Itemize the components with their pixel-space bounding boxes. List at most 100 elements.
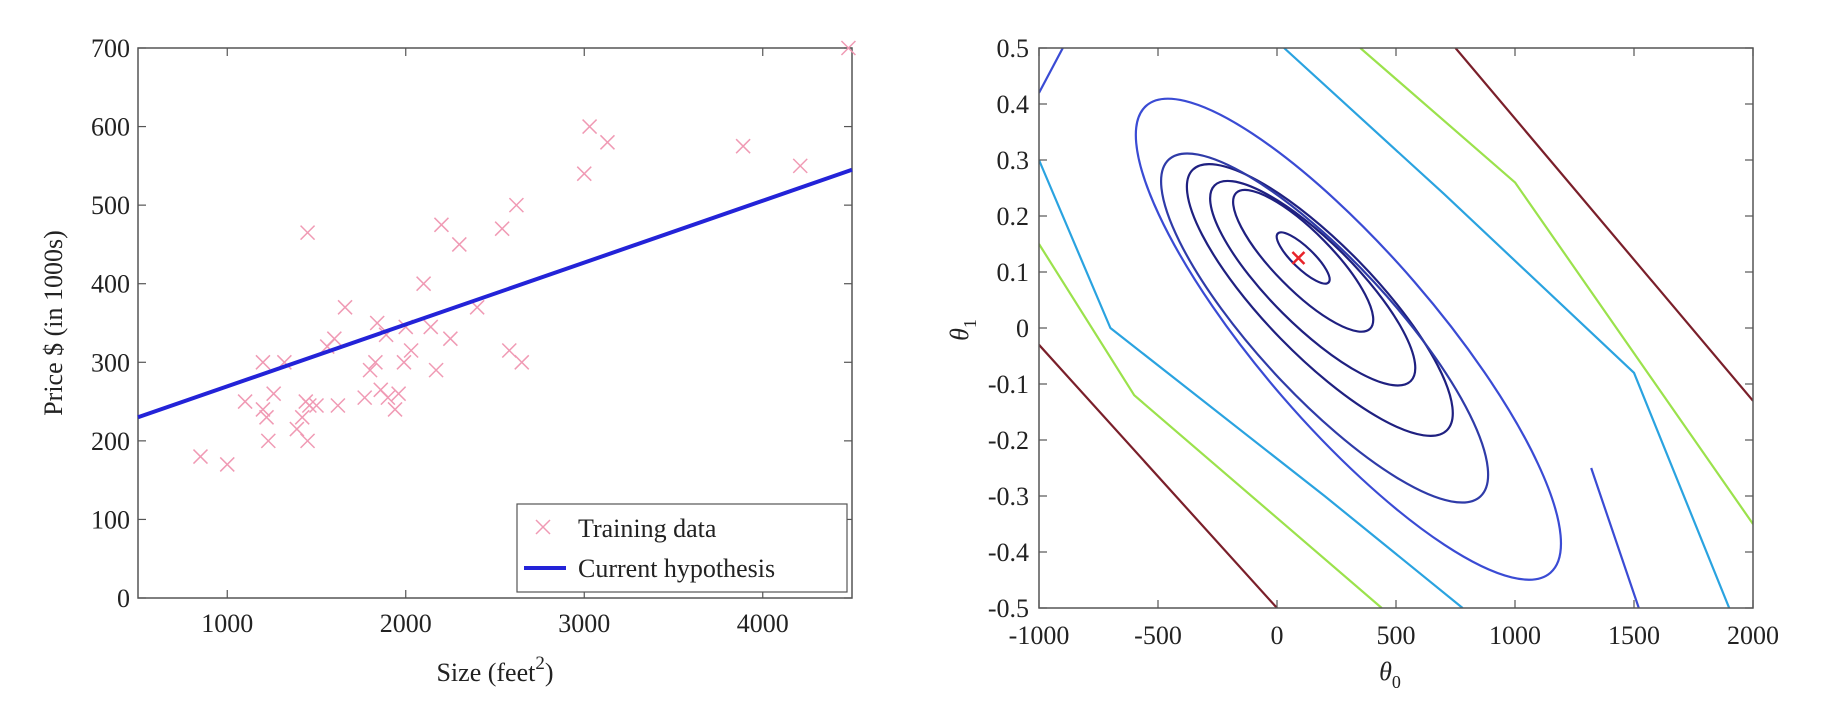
legend-label-training: Training data [578,514,717,543]
right-y-tick-label: 0 [1016,314,1029,343]
right-x-ticks: -1000 -500 0 500 1000 1500 2000 [1009,48,1779,650]
contour-ellipse [1209,179,1417,387]
right-y-tick-label: -0.4 [988,538,1029,567]
training-data-point [599,134,615,150]
training-data-point [367,354,383,370]
training-data-point [300,225,316,241]
training-data-point [428,362,444,378]
right-y-ticks: -0.5 -0.4 -0.3 -0.2 -0.1 0 0.1 0.2 0.3 0.4 0.5 [988,34,1753,623]
left-y-tick-label: 300 [91,348,130,377]
training-data-point [308,397,325,414]
training-data-point [508,197,524,213]
training-data-point [255,354,271,370]
contour-ellipse [1185,163,1454,437]
right-y-tick-label: 0.1 [997,258,1030,287]
contour-line [1039,48,1064,94]
contour-line [1039,344,1278,608]
legend-marker-training [535,519,551,535]
training-data-point [396,354,412,370]
left-x-ticks: 1000 2000 3000 4000 [201,48,789,638]
right-y-tick-label: 0.5 [997,34,1030,63]
left-x-tick-label: 4000 [737,609,789,638]
minimum-marker [1291,251,1306,265]
left-y-tick-label: 0 [117,584,130,613]
training-data-point [362,362,378,378]
training-data-point [258,409,275,425]
training-data-point [237,394,253,410]
legend-label-hypothesis: Current hypothesis [578,554,775,583]
training-data-point [792,158,808,174]
left-x-tick-label: 3000 [558,609,610,638]
right-x-tick-label: 2000 [1727,621,1779,650]
training-data-point [735,138,751,154]
left-plot-frame [137,47,853,599]
contour-ellipse [1134,97,1563,581]
right-y-tick-label: -0.3 [988,482,1029,511]
left-x-axis-label: Size (feet2) [436,653,553,687]
legend-box [516,503,848,593]
right-contour-chart: -0.5 -0.4 -0.3 -0.2 -0.1 0 0.1 0.2 0.3 0.4 0.5 -10… [945,34,1779,692]
left-y-tick-label: 400 [91,270,130,299]
training-data-point [391,386,407,402]
left-x-tick-label: 2000 [380,609,432,638]
left-y-tick-label: 100 [91,505,130,534]
training-data-point [357,390,373,406]
right-y-tick-label: -0.5 [988,594,1029,623]
training-data-point [330,397,346,414]
training-data-point [423,319,439,335]
training-data-point [260,433,276,449]
training-data-point [337,299,353,315]
cost-contours [1039,48,1753,608]
left-y-ticks: 0 100 200 300 400 500 600 700 [91,34,852,613]
training-data-point [266,386,282,402]
training-data-point [219,456,235,472]
right-x-axis-label: θ0 [1379,657,1401,692]
training-data-point [442,331,458,347]
training-data-point [380,390,396,406]
training-data-point [387,401,403,417]
right-y-tick-label: 0.2 [997,202,1030,231]
current-hypothesis-line [137,167,853,420]
contour-line [1039,159,1464,608]
training-data-point [840,40,856,56]
training-data-point [369,315,385,331]
training-data-point [300,433,316,449]
left-y-tick-label: 700 [91,34,130,63]
training-data-point [514,354,530,370]
left-y-tick-label: 200 [91,427,130,456]
right-y-tick-label: -0.2 [988,426,1029,455]
training-data-point [301,397,317,414]
x-label-superscript: 2 [535,653,545,674]
contour-line [1590,467,1640,608]
training-data-point [576,166,592,182]
training-data-point [192,449,209,465]
right-x-tick-label: 500 [1377,621,1416,650]
contour-line [1283,48,1731,608]
training-data-point [416,276,432,292]
training-data-point [289,421,305,437]
left-y-axis-label: Price $ (in 1000s) [39,230,68,416]
contour-line [1359,48,1753,525]
training-data-point [451,236,467,252]
left-legend: Training data Current hypothesis [516,503,848,593]
right-y-tick-label: 0.4 [997,90,1030,119]
right-x-tick-label: 0 [1271,621,1284,650]
training-data-points [192,40,856,472]
left-y-tick-label: 600 [91,113,130,142]
right-x-tick-label: 1500 [1608,621,1660,650]
right-x-tick-label: -1000 [1009,621,1070,650]
training-data-point [403,342,419,359]
minimum-marker-stroke [1291,251,1306,265]
contour-line [1039,243,1383,608]
right-y-tick-label: 0.3 [997,146,1030,175]
contour-line [1454,48,1753,402]
right-y-tick-label: -0.1 [988,370,1029,399]
contour-ellipse [1275,231,1331,285]
training-data-point [255,401,271,417]
left-y-tick-label: 500 [91,191,130,220]
training-data-point [501,342,517,359]
training-data-point [433,217,449,233]
right-x-tick-label: -500 [1134,621,1182,650]
